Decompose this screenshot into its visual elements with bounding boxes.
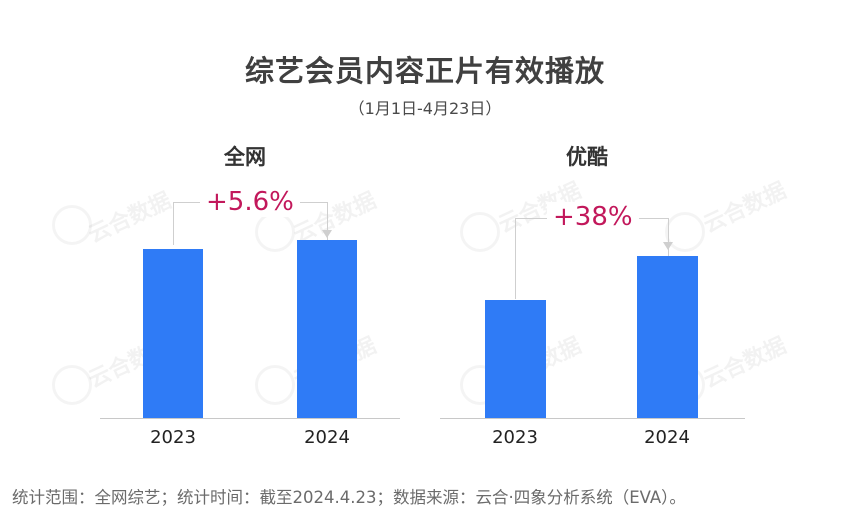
panel-title: 优酷	[566, 145, 608, 169]
chart-subtitle: （1月1日-4月23日）	[348, 99, 502, 118]
x-tick-label: 2024	[644, 427, 690, 448]
bar-2024	[637, 256, 698, 418]
chart-title: 综艺会员内容正片有效播放	[244, 54, 605, 88]
bar-2023	[485, 300, 546, 418]
watermark-logo-icon	[460, 212, 500, 252]
watermark-logo-icon	[52, 205, 92, 245]
source-footnote: 统计范围：全网综艺；统计时间：截至2024.4.23；数据来源：云合·四象分析系…	[12, 488, 686, 507]
bar-2024	[297, 240, 357, 418]
watermark-logo-icon	[52, 365, 92, 405]
watermark: 云合数据	[84, 188, 176, 249]
x-axis-line	[100, 418, 400, 419]
arrow-down-icon	[663, 242, 673, 250]
watermark: 云合数据	[699, 178, 791, 239]
growth-label: +5.6%	[200, 187, 300, 217]
bar-2023	[143, 249, 203, 418]
panel-title: 全网	[224, 145, 266, 169]
x-tick-label: 2023	[492, 427, 538, 448]
arrow-down-icon	[322, 230, 332, 238]
watermark: 云合数据	[699, 333, 791, 394]
x-tick-label: 2023	[150, 427, 196, 448]
growth-label: +38%	[547, 202, 639, 232]
watermark-logo-icon	[255, 365, 295, 405]
x-axis-line	[440, 418, 745, 419]
x-tick-label: 2024	[304, 427, 350, 448]
